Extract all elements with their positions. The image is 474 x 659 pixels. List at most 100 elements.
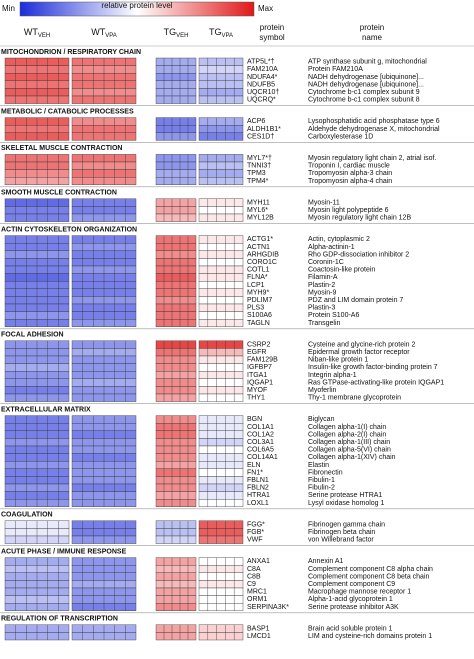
heatmap-cell	[155, 603, 197, 612]
heatmap-cell	[155, 250, 197, 259]
column-header-sub: VPA	[221, 33, 233, 39]
protein-name: Protein S100-A6	[308, 312, 359, 319]
heatmap-cell	[155, 57, 197, 66]
protein-symbol: ANXA1	[247, 558, 270, 565]
heatmap-cell	[155, 303, 197, 312]
protein-name: Alpha-actinin-1	[308, 244, 355, 251]
protein-symbol: COL14A1	[247, 454, 278, 461]
protein-symbol: ORM1	[247, 596, 267, 603]
column-header-main: WT	[91, 27, 105, 37]
protein-name: Cytochrome b-c1 complex subunit 8	[308, 97, 420, 104]
protein-name: Serine protease HTRA1	[308, 492, 382, 499]
protein-name: NADH dehydrogenase [ubiquinone]...	[308, 74, 424, 81]
heatmap-cell	[155, 461, 197, 470]
heatmap-cell	[155, 176, 197, 185]
protein-symbol: BASP1	[247, 625, 270, 632]
heatmap-cell	[198, 273, 244, 282]
heatmap-cell	[198, 499, 244, 508]
column-header: TGVPA	[209, 27, 233, 38]
heatmap-cell	[155, 95, 197, 104]
heatmap-cell	[198, 65, 244, 74]
protein-symbol: NDUFA4*	[247, 74, 278, 81]
protein-symbol: LCP1	[247, 282, 265, 289]
section-title: MITOCHONDRION / RESPIRATORY CHAIN	[1, 49, 141, 56]
protein-name: Carboxylesterase 1D	[308, 133, 373, 140]
heatmap-cell	[198, 393, 244, 402]
column-header-sub: VEH	[176, 33, 188, 39]
protein-symbol: ATP5L*†	[247, 59, 275, 66]
heatmap-cell	[155, 423, 197, 432]
heatmap-cell	[198, 258, 244, 267]
heatmap-cell	[155, 393, 197, 402]
heatmap-cell	[198, 311, 244, 320]
protein-name: Rho GDP-dissociation inhibitor 2	[308, 251, 409, 258]
heatmap-cell	[155, 557, 197, 566]
heatmap-cell	[198, 95, 244, 104]
colorbar-max-label: Max	[258, 4, 273, 13]
heatmap-cell	[155, 572, 197, 581]
protein-name: Elastin	[308, 462, 329, 469]
heatmap-cell	[155, 371, 197, 380]
protein-name: Fibronectin	[308, 469, 343, 476]
heatmap-cell	[155, 235, 197, 244]
heatmap-cell	[198, 535, 244, 544]
heatmap-cell	[198, 386, 244, 395]
protein-symbol: VWF	[247, 537, 263, 544]
heatmap-cell	[198, 169, 244, 178]
column-header-main: TG	[209, 27, 222, 37]
heatmap-cell	[155, 587, 197, 596]
protein-symbol: COTL1	[247, 267, 270, 274]
protein-symbol: TAGLN	[247, 320, 270, 327]
protein-name: Insulin-like growth factor-binding prote…	[308, 364, 438, 371]
protein-symbol: ARHGDIB	[247, 251, 279, 258]
heatmap-cell	[198, 468, 244, 477]
protein-name: Tropomyosin alpha-3 chain	[308, 170, 392, 177]
protein-name: Cytochrome b-c1 complex subunit 9	[308, 89, 420, 96]
heatmap-cell	[155, 273, 197, 282]
section-title: REGULATION OF TRANSCRIPTION	[1, 616, 118, 623]
column-header-sub: VEH	[38, 33, 50, 39]
protein-name: Collagen alpha-1(III) chain	[308, 439, 390, 446]
heatmap-cell	[155, 72, 197, 81]
heatmap-cell	[155, 288, 197, 297]
heatmap-cell	[198, 154, 244, 163]
heatmap-cell	[155, 499, 197, 508]
heatmap-cell	[155, 265, 197, 274]
protein-symbol: TNNI3†	[247, 163, 271, 170]
heatmap-cell	[198, 57, 244, 66]
protein-symbol: TPM4*	[247, 178, 269, 185]
heatmap-cell	[198, 80, 244, 89]
protein-name: Alpha-1-acid glycoprotein 1	[308, 596, 393, 603]
heatmap-cell	[155, 80, 197, 89]
name-header: name	[362, 33, 383, 42]
heatmap-cell	[198, 72, 244, 81]
heatmap-cell	[155, 132, 197, 141]
heatmap-cell	[198, 117, 244, 126]
heatmap-cell	[198, 176, 244, 185]
heatmap-cell	[198, 587, 244, 596]
protein-symbol: FGG*	[247, 521, 265, 528]
protein-symbol: MYL12B	[247, 215, 274, 222]
protein-symbol: ACP6	[247, 118, 265, 125]
protein-symbol: FGB*	[247, 529, 264, 536]
protein-name: Complement component C9	[308, 581, 395, 588]
heatmap-cell	[198, 161, 244, 170]
protein-name: Collagen alpha-5(VI) chain	[308, 447, 391, 454]
heatmap-cell	[198, 632, 244, 641]
heatmap-cell	[198, 296, 244, 305]
protein-symbol: COL1A2	[247, 431, 274, 438]
heatmap-cell	[198, 520, 244, 529]
section-title: FOCAL ADHESION	[1, 332, 64, 339]
heatmap-cell	[155, 453, 197, 462]
protein-symbol: FAM129B	[247, 357, 278, 364]
protein-symbol: LOXL1	[247, 500, 269, 507]
heatmap-cell	[155, 206, 197, 215]
heatmap-cell	[198, 572, 244, 581]
protein-symbol: PDLIM7	[247, 297, 272, 304]
protein-name: ATP synthase subunit g, mitochondrial	[308, 59, 427, 66]
protein-name: Coactosin-like protein	[308, 267, 375, 274]
heatmap-cell	[155, 363, 197, 372]
protein-name: LIM and cysteine-rich domains protein 1	[308, 633, 432, 640]
heatmap-cell	[198, 242, 244, 251]
